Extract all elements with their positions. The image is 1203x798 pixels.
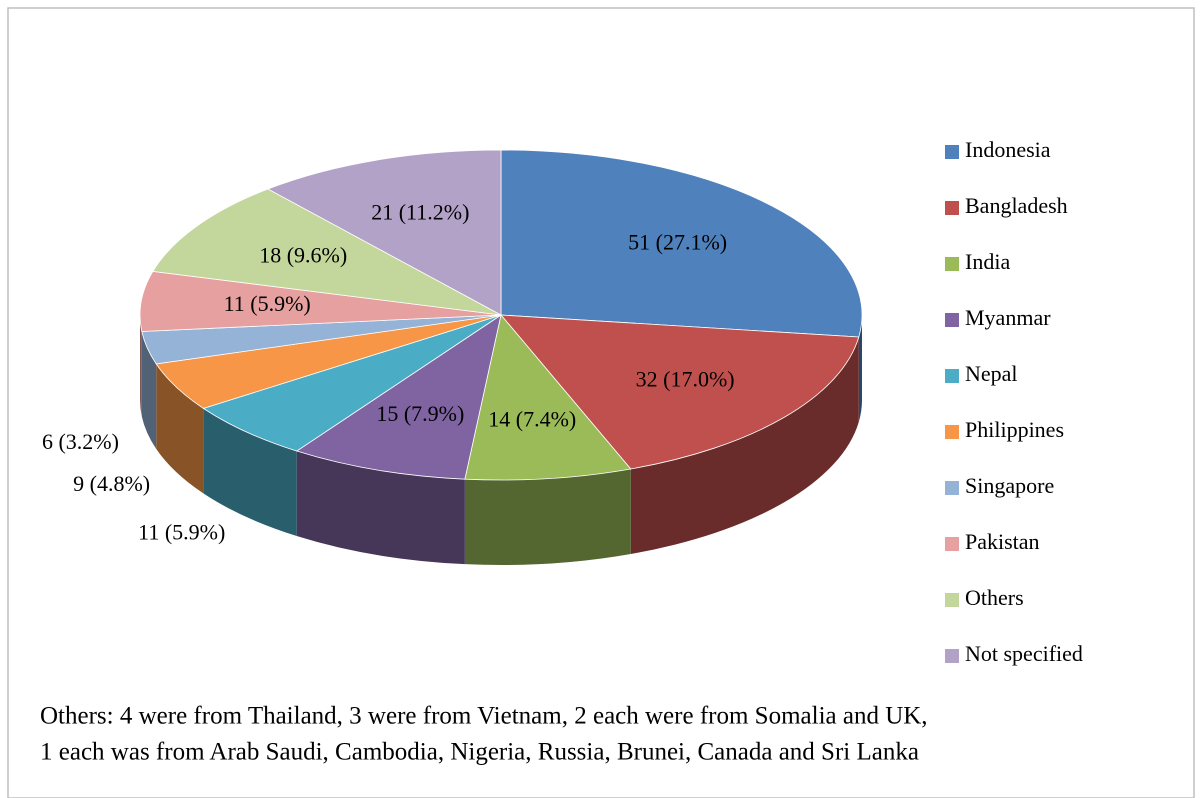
- legend-label: Philippines: [965, 417, 1064, 442]
- data-label: 32 (17.0%): [636, 367, 735, 392]
- legend-label: Myanmar: [965, 305, 1051, 330]
- slice: [295, 314, 502, 480]
- legend-swatch: [945, 201, 959, 215]
- legend-label: Others: [965, 585, 1024, 610]
- slice-side: [141, 331, 157, 449]
- slice: [139, 270, 502, 332]
- pie-tops: [139, 149, 863, 481]
- slice-side: [858, 315, 862, 422]
- legend-label: India: [965, 249, 1010, 274]
- legend-label: Nepal: [965, 361, 1018, 386]
- slice: [202, 314, 502, 452]
- legend-label: Pakistan: [965, 529, 1040, 554]
- data-label: 11 (5.9%): [138, 520, 225, 545]
- chart-border: [7, 7, 1195, 798]
- slice: [500, 149, 863, 338]
- legend: Indonesia Bangladesh India Myanmar Nepal Phil…: [945, 137, 1083, 666]
- pie-sides: [140, 315, 862, 565]
- data-label: 51 (27.1%): [628, 229, 727, 254]
- data-label: 14 (7.4%): [488, 406, 576, 431]
- legend-swatch: [945, 649, 959, 663]
- legend-swatch: [945, 257, 959, 271]
- data-label: 18 (9.6%): [259, 242, 347, 267]
- legend-swatch: [945, 537, 959, 551]
- legend-swatch: [945, 313, 959, 327]
- legend-label: Indonesia: [965, 137, 1051, 162]
- slice-side: [630, 336, 859, 554]
- data-label: 11 (5.9%): [224, 291, 311, 316]
- slice-side: [464, 468, 631, 565]
- slice-side: [156, 363, 204, 494]
- legend-label: Singapore: [965, 473, 1054, 498]
- legend-label: Not specified: [965, 641, 1083, 666]
- slice: [266, 149, 502, 316]
- data-label: 6 (3.2%): [42, 429, 119, 454]
- legend-label: Bangladesh: [965, 193, 1068, 218]
- data-label: 21 (11.2%): [371, 199, 469, 224]
- slice-side: [140, 315, 142, 417]
- data-labels: 51 (27.1%) 32 (17.0%) 14 (7.4%) 15 (7.9%) 11…: [42, 199, 735, 544]
- slice: [500, 314, 860, 470]
- slice: [152, 188, 502, 316]
- note: Others: 4 were from Thailand, 3 were fro…: [40, 703, 928, 730]
- data-label: 9 (4.8%): [73, 471, 150, 496]
- slice-side: [203, 408, 297, 537]
- legend-swatch: [945, 593, 959, 607]
- legend-swatch: [945, 425, 959, 439]
- legend-swatch: [945, 369, 959, 383]
- data-label: 15 (7.9%): [376, 401, 464, 426]
- note: 1 each was from Arab Saudi, Cambodia, Ni…: [40, 739, 919, 766]
- slice-side: [296, 451, 465, 565]
- slice: [464, 314, 632, 481]
- legend-swatch: [945, 145, 959, 159]
- legend-swatch: [945, 481, 959, 495]
